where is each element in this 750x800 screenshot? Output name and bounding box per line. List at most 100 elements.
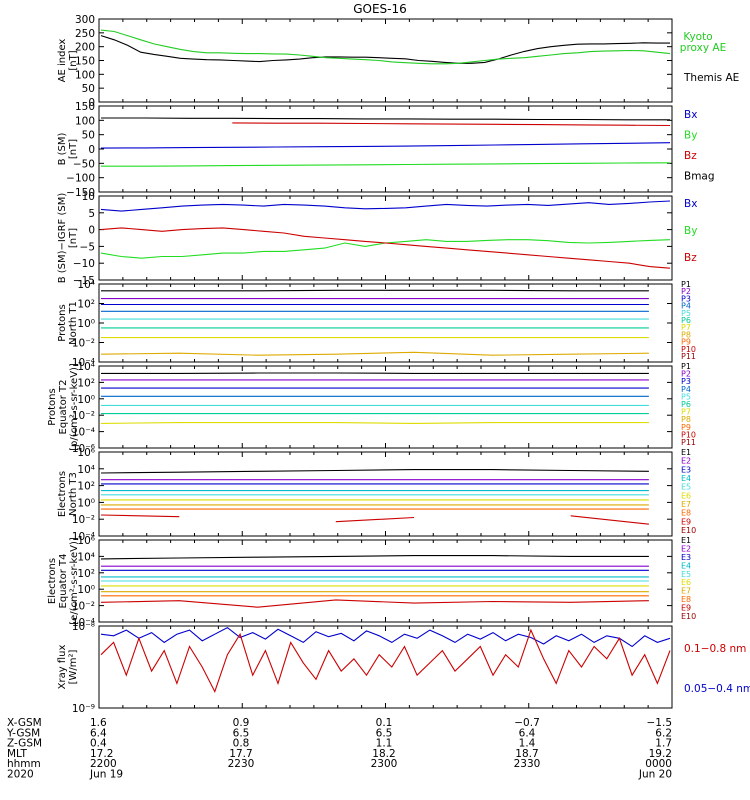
footer-value: −0.7	[514, 717, 540, 729]
footer-value: 6.4	[519, 727, 536, 739]
footer-value: Jun 20	[638, 769, 672, 781]
legend-entry: E5	[681, 570, 691, 579]
y-tick-label-bsm: −50	[73, 158, 95, 170]
series-line-p-north-0	[101, 289, 649, 292]
y-tick-label-xray: 10⁻⁹	[72, 703, 95, 715]
y-tick-label-p-equator: 10⁴	[77, 361, 95, 373]
panel-frame-e-north	[98, 451, 673, 537]
legend-entry: P1	[681, 362, 691, 371]
legend-entry: E3	[681, 465, 691, 474]
y-tick-label-p-north: 10⁰	[77, 318, 95, 330]
series-line-xray-1	[100, 628, 671, 694]
y-axis-label-xray: [W/m²]	[68, 649, 79, 684]
y-tick-label-e-equator: 10⁴	[77, 551, 95, 563]
legend-entry: proxy AE	[680, 42, 726, 54]
y-tick-label-e-equator: 10⁻²	[72, 601, 95, 613]
series-line-p-equator-6	[100, 422, 649, 424]
y-tick-label-p-north: 10⁻⁴	[72, 357, 95, 369]
legend-entry: P8	[681, 330, 691, 339]
footer-value: 2200	[90, 758, 117, 770]
legend-entry: P3	[681, 294, 691, 303]
legend-entry: P4	[681, 302, 691, 311]
panel-frame-xray	[98, 625, 673, 709]
y-tick-label-bigrf: 5	[88, 208, 95, 220]
legend-entry: P5	[681, 309, 691, 318]
y-axis-label-ae: AE index	[57, 39, 68, 83]
y-tick-label-bsm: −100	[66, 173, 95, 185]
y-tick-label-bigrf: 0	[88, 225, 95, 237]
series-line-bigrf-2	[100, 227, 671, 269]
footer-value: 1.1	[376, 738, 393, 750]
y-axis-label-ae: [nT]	[68, 50, 79, 70]
legend-entry: Kyoto	[683, 31, 712, 43]
y-tick-label-p-north: 10⁴	[77, 279, 95, 291]
footer-value: 0.4	[90, 738, 107, 750]
y-tick-label-bsm: 150	[75, 101, 95, 113]
series-line-ae-1	[100, 29, 671, 65]
footer-value: 18.7	[515, 748, 538, 760]
series-line-ae-0	[100, 35, 670, 64]
legend-entry: E5	[681, 483, 691, 492]
footer-value: Jun 19	[89, 769, 123, 781]
footer-value: 6.2	[655, 727, 672, 739]
footer-row-label: Z-GSM	[7, 738, 42, 750]
series-line-e-north-8	[100, 514, 649, 525]
legend-entry: Bmag	[684, 171, 715, 183]
legend-entry: E3	[681, 553, 691, 562]
legend-entry: Bx	[684, 109, 697, 121]
legend-entry: P4	[681, 385, 691, 394]
footer-value: 1.4	[519, 738, 536, 750]
legend-entry: P2	[681, 370, 691, 379]
y-axis-label-p-equator: Protons	[47, 388, 58, 425]
y-tick-label-e-north: 10⁶	[77, 447, 95, 459]
y-tick-label-bigrf: −10	[73, 258, 95, 270]
footer-row-label: MLT	[7, 748, 27, 760]
footer-value: 2330	[514, 758, 541, 770]
legend-entry: P11	[681, 438, 696, 447]
y-tick-label-p-equator: 10⁻⁶	[72, 443, 95, 455]
y-axis-label-e-equator: Electrons	[47, 558, 58, 604]
footer-value: 19.2	[649, 748, 672, 760]
series-line-xray-0	[100, 626, 671, 648]
y-tick-label-ae: 200	[75, 42, 95, 54]
y-tick-label-p-equator: 10⁻²	[72, 410, 95, 422]
legend-entry: P9	[681, 338, 691, 347]
y-tick-label-ae: 250	[75, 28, 95, 40]
y-tick-label-e-north: 10⁰	[77, 497, 95, 509]
legend-entry: E2	[681, 544, 691, 553]
footer-value: 6.4	[90, 727, 107, 739]
legend-entry: E4	[681, 474, 691, 483]
y-axis-label-e-equator: Equator T4	[58, 554, 69, 609]
y-tick-label-p-north: 10⁻²	[72, 338, 95, 350]
legend-entry: P10	[681, 345, 696, 354]
legend-entry: P6	[681, 400, 691, 409]
panel-frame-ae	[98, 18, 673, 103]
y-axis-label-bsm: [nT]	[68, 139, 79, 159]
legend-entry: E6	[681, 491, 691, 500]
legend-entry: P11	[681, 352, 696, 361]
y-tick-label-ae: 50	[82, 83, 95, 95]
legend-entry: E6	[681, 578, 691, 587]
y-tick-label-ae: 150	[75, 56, 95, 68]
footer-value: 1.7	[655, 738, 672, 750]
footer-row-label: hhmm	[7, 758, 41, 770]
y-tick-label-bigrf: −5	[80, 241, 95, 253]
footer-row-label: X-GSM	[7, 717, 42, 729]
y-axis-label-p-equator: Equator T2	[58, 380, 69, 435]
footer-value: 2230	[228, 758, 255, 770]
series-line-e-equator-8	[100, 599, 649, 608]
legend-entry: E2	[681, 457, 691, 466]
footer-value: 18.2	[372, 748, 395, 760]
footer-value: 0000	[645, 758, 672, 770]
series-line-e-equator-0	[100, 555, 649, 560]
y-tick-label-e-north: 10⁻²	[72, 514, 95, 526]
y-axis-label-bigrf: B (SM)−IGRF (SM)	[57, 193, 68, 284]
footer-value: −1.5	[647, 717, 673, 729]
y-tick-label-e-north: 10²	[77, 481, 95, 493]
legend-entry: 0.1−0.8 nm	[684, 643, 746, 655]
legend-entry: Bz	[684, 252, 697, 264]
y-tick-label-bsm: −150	[66, 187, 95, 199]
legend-entry: E9	[681, 604, 691, 613]
